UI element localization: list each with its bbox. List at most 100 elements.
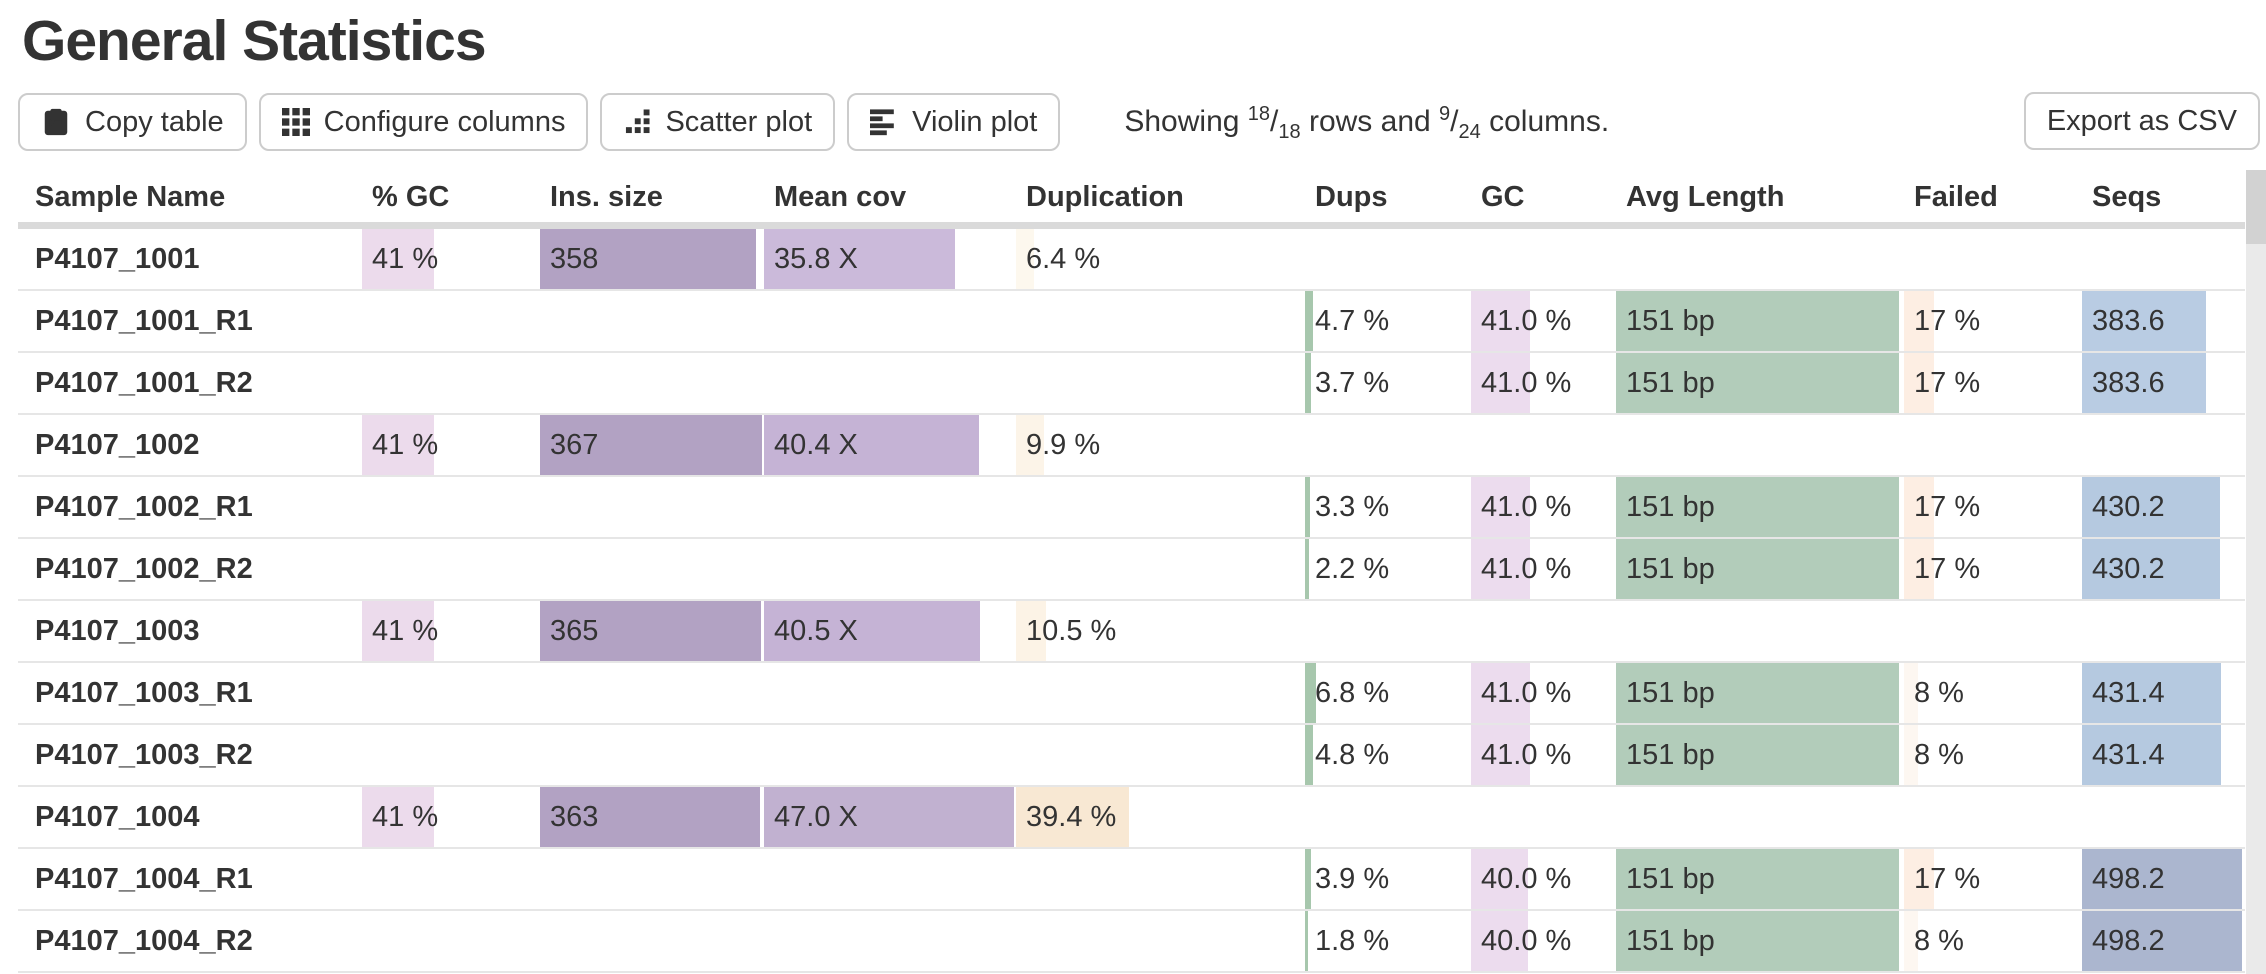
cell-value: 498.2 <box>2092 925 2165 957</box>
data-bar <box>1471 849 1529 909</box>
data-bar <box>1305 725 1313 785</box>
cell-ins-size: 363 <box>540 787 764 847</box>
scatter-dots-icon <box>623 108 651 136</box>
data-bar <box>1016 601 1047 661</box>
cell-value: 41 % <box>372 615 439 647</box>
cell-mean-cov <box>764 477 1016 537</box>
cell-failed: 17 % <box>1904 539 2082 599</box>
cell-pct-gc: 41 % <box>362 415 540 475</box>
table-row: P4107_1001_R2 3.7 % 41.0 % 151 bp 17 % 383.6 <box>18 353 2245 415</box>
cell-duplication: 39.4 % <box>1016 787 1305 847</box>
cell-value: 41.0 % <box>1481 739 1572 771</box>
cell-seqs: 431.4 <box>2082 663 2245 723</box>
data-bar <box>1904 477 1934 537</box>
data-bar <box>540 229 757 289</box>
cell-ins-size: 367 <box>540 415 764 475</box>
violin-lines-icon <box>870 108 898 136</box>
data-bar <box>764 229 955 289</box>
cell-value: 3.9 % <box>1315 863 1390 895</box>
table-row: P4107_1004 41 % 363 47.0 X 39.4 % <box>18 787 2245 849</box>
column-header-pct-gc[interactable]: % GC <box>372 181 450 213</box>
cell-pct-gc <box>362 725 540 785</box>
data-bar <box>1904 911 1919 971</box>
column-header-gc[interactable]: GC <box>1481 181 1525 213</box>
cell-gc: 41.0 % <box>1471 477 1616 537</box>
cell-duplication: 9.9 % <box>1016 415 1305 475</box>
cols-shown: 9 <box>1439 103 1451 125</box>
cell-pct-gc <box>362 353 540 413</box>
data-bar <box>1616 663 1900 723</box>
scatter-plot-label: Scatter plot <box>665 105 813 138</box>
vertical-scrollbar[interactable] <box>2246 170 2266 974</box>
cell-duplication <box>1016 849 1305 909</box>
data-bar <box>1616 539 1900 599</box>
cell-pct-gc <box>362 477 540 537</box>
data-bar <box>362 601 435 661</box>
cell-seqs: 383.6 <box>2082 353 2245 413</box>
cell-value: 431.4 <box>2092 677 2165 709</box>
cell-failed: 17 % <box>1904 353 2082 413</box>
cell-value: 8 % <box>1914 739 1964 771</box>
column-header-duplication[interactable]: Duplication <box>1026 181 1184 213</box>
data-bar <box>2082 663 2221 723</box>
data-bar <box>1904 539 1934 599</box>
data-bar <box>1471 725 1530 785</box>
sample-name: P4107_1003_R1 <box>35 677 253 709</box>
violin-plot-button[interactable]: Violin plot <box>847 93 1061 151</box>
column-header-mean-cov[interactable]: Mean cov <box>774 181 907 213</box>
cell-mean-cov <box>764 663 1016 723</box>
cell-value: 365 <box>550 615 599 647</box>
cell-avg-length: 151 bp <box>1616 725 1904 785</box>
cell-failed: 17 % <box>1904 477 2082 537</box>
data-bar <box>540 601 761 661</box>
cell-value: 10.5 % <box>1026 615 1117 647</box>
column-header-ins-size[interactable]: Ins. size <box>550 181 663 213</box>
cell-value: 41.0 % <box>1481 367 1572 399</box>
column-header-dups[interactable]: Dups <box>1315 181 1388 213</box>
copy-table-button[interactable]: Copy table <box>18 93 247 151</box>
cell-seqs <box>2082 415 2245 475</box>
cell-duplication <box>1016 539 1305 599</box>
column-header-failed[interactable]: Failed <box>1914 181 1998 213</box>
cell-value: 41.0 % <box>1481 677 1572 709</box>
cell-dups: 6.8 % <box>1305 663 1471 723</box>
cell-gc: 40.0 % <box>1471 911 1616 971</box>
data-bar <box>1305 911 1308 971</box>
data-bar <box>1904 353 1934 413</box>
cell-gc: 41.0 % <box>1471 353 1616 413</box>
cell-dups: 4.7 % <box>1305 291 1471 351</box>
cell-value: 430.2 <box>2092 553 2165 585</box>
column-header-sample[interactable]: Sample Name <box>35 181 226 213</box>
cell-seqs: 430.2 <box>2082 477 2245 537</box>
cell-failed <box>1904 601 2082 661</box>
cell-mean-cov: 40.4 X <box>764 415 1016 475</box>
cell-avg-length <box>1616 601 1904 661</box>
cell-duplication <box>1016 353 1305 413</box>
cell-gc <box>1471 601 1616 661</box>
data-bar <box>1016 415 1045 475</box>
cell-value: 498.2 <box>2092 863 2165 895</box>
cell-ins-size <box>540 849 764 909</box>
cell-mean-cov <box>764 539 1016 599</box>
data-bar <box>1904 291 1934 351</box>
cell-value: 39.4 % <box>1026 801 1117 833</box>
rows-total: 18 <box>1278 121 1301 143</box>
cell-value: 151 bp <box>1626 739 1715 771</box>
data-bar <box>1616 353 1900 413</box>
scrollbar-thumb[interactable] <box>2246 170 2266 244</box>
cell-seqs: 498.2 <box>2082 911 2245 971</box>
cell-value: 8 % <box>1914 677 1964 709</box>
data-bar <box>362 787 435 847</box>
configure-columns-button[interactable]: Configure columns <box>258 93 589 151</box>
scatter-plot-button[interactable]: Scatter plot <box>600 93 836 151</box>
cell-duplication <box>1016 663 1305 723</box>
cell-duplication <box>1016 725 1305 785</box>
column-header-seqs[interactable]: Seqs <box>2092 181 2162 213</box>
column-header-avg-length[interactable]: Avg Length <box>1626 181 1785 213</box>
cell-value: 17 % <box>1914 367 1981 399</box>
export-csv-button[interactable]: Export as CSV <box>2023 92 2260 150</box>
cell-pct-gc <box>362 539 540 599</box>
data-bar <box>1471 663 1530 723</box>
data-bar <box>1616 849 1900 909</box>
cell-mean-cov <box>764 849 1016 909</box>
